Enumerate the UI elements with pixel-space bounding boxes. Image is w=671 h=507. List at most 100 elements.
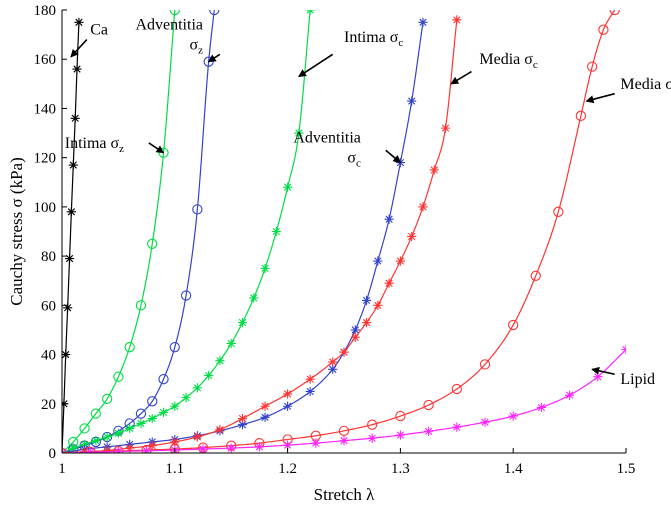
data-point [508,319,519,331]
data-point [85,447,95,453]
annotation-arrow [207,53,221,63]
y-tick-label: 140 [34,101,57,117]
data-point [192,432,202,442]
y-tick-label: 100 [34,200,57,216]
data-point [180,290,192,301]
annotation-text: Ca [90,22,108,39]
data-point [237,413,248,424]
annotation-arrow [585,92,615,104]
x-tick-label: 1.1 [165,461,184,477]
data-point [113,446,123,453]
data-point [361,317,372,328]
data-point [79,423,90,434]
x-tick-label: 1.2 [278,461,297,477]
data-point [373,300,383,310]
data-point [305,374,315,384]
annotation-media-z: Media σz [585,76,671,104]
data-point [407,231,417,242]
data-point [181,393,191,403]
y-tick-label: 120 [34,151,57,167]
data-point [424,426,434,436]
annotation-arrow [385,149,402,164]
data-point [136,418,146,429]
data-point [565,390,575,400]
data-point [283,182,293,192]
data-point [204,370,214,381]
data-point [339,436,349,446]
data-point [66,207,76,217]
data-point [530,270,541,281]
data-point [72,64,82,74]
data-point [418,202,428,212]
axes-layer: 1 1.1 1.2 1.3 1.4 1.5 0 20 40 60 80 100 120 140 160 180… [7,3,635,504]
data-point [338,425,350,436]
data-point [361,295,372,306]
data-point [339,347,349,357]
y-tick-label: 20 [41,397,56,413]
data-point [64,253,75,264]
series-ca [62,17,84,453]
data-point [101,393,113,405]
data-point [226,338,236,349]
data-point [536,402,546,413]
y-tick-label: 40 [41,348,56,364]
series-intima-σc [62,10,315,453]
data-point [598,24,609,35]
data-point [593,372,603,382]
data-point [135,300,147,311]
data-point [169,10,180,16]
data-point [328,364,338,374]
data-point [142,446,152,453]
data-point [125,423,135,433]
data-point [91,436,101,446]
annotation-text: Intima σc [344,29,403,49]
series-media-σc [62,15,462,453]
data-point [350,332,360,342]
data-point [215,425,225,435]
data-point [158,407,169,417]
annotation-arrow [298,53,334,78]
y-tick-label: 160 [34,52,57,68]
x-tick-label: 1.4 [504,461,523,477]
data-point [384,214,394,224]
x-tick-label: 1.5 [617,461,636,477]
series-media-σz [62,10,620,453]
annotation-lipid: Lipid [591,366,655,388]
y-axis-title: Cauchy stress σ (kPa) [7,157,26,305]
data-point [113,428,123,438]
x-axis-title: Stretch λ [314,485,375,504]
data-point [367,433,377,443]
data-point [260,401,270,411]
data-point [508,411,518,421]
y-tick-label: 0 [49,446,57,462]
data-point [451,383,462,395]
annotation-text: Lipid [620,371,655,388]
data-point [141,444,152,453]
data-point [170,401,180,411]
data-point [147,441,157,451]
data-point [271,226,281,237]
data-point [479,359,491,370]
y-tick-label: 180 [34,3,57,19]
data-point [70,113,80,123]
annotation-arrow [450,70,472,85]
data-point [124,342,135,353]
annotation-text: Adventitia [293,130,361,147]
annotation-ca: Ca [70,22,108,58]
data-point [452,15,462,25]
data-point [198,444,208,453]
data-point [170,437,180,447]
annotation-arrow [591,366,615,376]
data-point [395,256,405,266]
data-point [367,419,378,430]
data-point [135,408,147,419]
data-point [452,422,462,432]
data-point [192,204,203,215]
data-point [147,413,157,424]
data-point [169,443,180,453]
data-point [311,438,321,448]
annotation-text: Intima σz [65,135,124,155]
